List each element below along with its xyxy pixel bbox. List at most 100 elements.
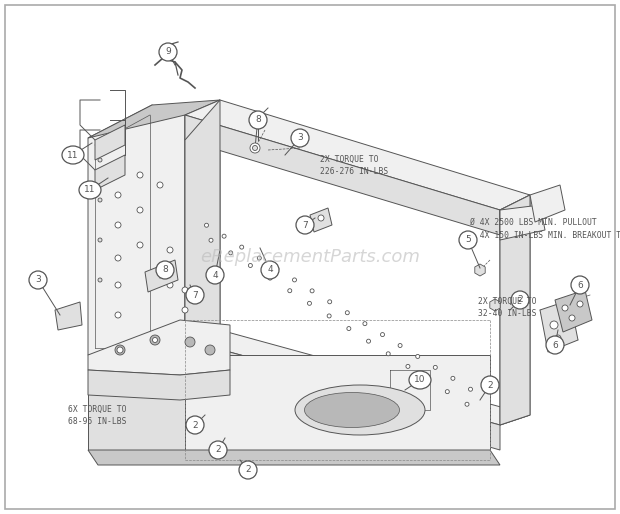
Polygon shape — [88, 355, 185, 450]
Polygon shape — [55, 302, 82, 330]
Circle shape — [98, 198, 102, 202]
Ellipse shape — [62, 146, 84, 164]
Circle shape — [406, 364, 410, 369]
Ellipse shape — [571, 276, 589, 294]
Polygon shape — [145, 260, 178, 292]
Polygon shape — [88, 370, 230, 400]
Ellipse shape — [481, 376, 499, 394]
Circle shape — [115, 222, 121, 228]
Text: 6: 6 — [552, 340, 558, 350]
Text: 5: 5 — [465, 235, 471, 245]
Circle shape — [550, 321, 558, 329]
Circle shape — [318, 215, 324, 221]
Circle shape — [555, 335, 561, 341]
Text: 2X TORQUE TO
32-40 IN-LBS: 2X TORQUE TO 32-40 IN-LBS — [478, 297, 536, 319]
Circle shape — [386, 352, 390, 356]
Polygon shape — [530, 185, 565, 222]
Circle shape — [250, 143, 260, 153]
Polygon shape — [500, 195, 530, 425]
Circle shape — [167, 247, 173, 253]
Circle shape — [465, 402, 469, 406]
Polygon shape — [185, 100, 220, 340]
Circle shape — [328, 300, 332, 304]
Ellipse shape — [304, 393, 399, 428]
Polygon shape — [540, 300, 578, 352]
Circle shape — [115, 312, 121, 318]
Circle shape — [293, 278, 296, 282]
Circle shape — [153, 338, 157, 342]
Polygon shape — [490, 299, 500, 311]
Ellipse shape — [29, 271, 47, 289]
Text: 2: 2 — [245, 466, 251, 474]
Ellipse shape — [186, 416, 204, 434]
Text: 4: 4 — [267, 266, 273, 274]
Circle shape — [205, 223, 208, 227]
Ellipse shape — [206, 266, 224, 284]
Polygon shape — [185, 340, 500, 450]
Polygon shape — [95, 155, 125, 190]
Ellipse shape — [156, 261, 174, 279]
Circle shape — [308, 301, 311, 305]
Circle shape — [569, 315, 575, 321]
Circle shape — [137, 242, 143, 248]
Text: eReplacementParts.com: eReplacementParts.com — [200, 248, 420, 266]
Circle shape — [366, 339, 371, 343]
Circle shape — [98, 238, 102, 242]
Circle shape — [268, 276, 272, 280]
Ellipse shape — [261, 261, 279, 279]
Circle shape — [157, 182, 163, 188]
Ellipse shape — [186, 286, 204, 304]
Text: 7: 7 — [302, 221, 308, 229]
Polygon shape — [310, 208, 332, 232]
Circle shape — [182, 287, 188, 293]
Text: 7: 7 — [192, 290, 198, 300]
Polygon shape — [88, 100, 220, 138]
Ellipse shape — [239, 461, 257, 479]
Circle shape — [275, 267, 279, 271]
Polygon shape — [185, 330, 530, 425]
Text: 2: 2 — [487, 380, 493, 390]
Circle shape — [222, 234, 226, 238]
Circle shape — [345, 311, 349, 315]
Text: Ø 4X 2500 LBS MIN. PULLOUT
  4X 150 IN-LBS MIN. BREAKOUT TORQUE: Ø 4X 2500 LBS MIN. PULLOUT 4X 150 IN-LBS… — [470, 218, 620, 240]
Circle shape — [425, 377, 430, 381]
Circle shape — [363, 322, 367, 326]
Circle shape — [115, 255, 121, 261]
Ellipse shape — [159, 43, 177, 61]
Polygon shape — [500, 205, 545, 240]
Circle shape — [137, 172, 143, 178]
Text: 11: 11 — [67, 151, 79, 159]
Circle shape — [327, 314, 331, 318]
Text: 9: 9 — [165, 47, 171, 57]
Polygon shape — [88, 450, 500, 465]
Circle shape — [577, 301, 583, 307]
Circle shape — [288, 289, 292, 292]
Circle shape — [398, 343, 402, 347]
Polygon shape — [475, 264, 485, 276]
Ellipse shape — [511, 291, 529, 309]
Text: 2: 2 — [517, 296, 523, 304]
Circle shape — [240, 245, 244, 249]
Circle shape — [257, 256, 261, 260]
Circle shape — [115, 345, 125, 355]
Circle shape — [451, 376, 455, 380]
Circle shape — [98, 278, 102, 282]
Text: 3: 3 — [297, 134, 303, 142]
Circle shape — [205, 345, 215, 355]
Circle shape — [469, 387, 472, 391]
Text: 3: 3 — [35, 276, 41, 285]
Text: 11: 11 — [84, 186, 95, 194]
Text: 10: 10 — [414, 376, 426, 384]
Circle shape — [182, 307, 188, 313]
Polygon shape — [555, 290, 592, 332]
Circle shape — [229, 251, 232, 255]
Circle shape — [445, 390, 450, 394]
Text: 8: 8 — [162, 266, 168, 274]
Circle shape — [117, 347, 123, 353]
Circle shape — [252, 145, 257, 151]
Text: 2X TORQUE TO
226-276 IN-LBS: 2X TORQUE TO 226-276 IN-LBS — [320, 155, 388, 176]
Circle shape — [381, 333, 384, 337]
Ellipse shape — [249, 111, 267, 129]
Text: 6: 6 — [577, 281, 583, 289]
Ellipse shape — [546, 336, 564, 354]
